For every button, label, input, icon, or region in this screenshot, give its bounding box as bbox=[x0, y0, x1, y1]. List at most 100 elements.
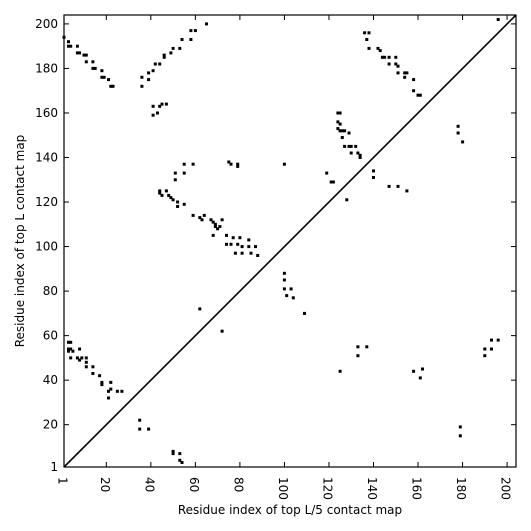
x-tick-label-3: 60 bbox=[187, 477, 201, 492]
contact-point-21 bbox=[147, 71, 151, 75]
contact-point-153 bbox=[418, 376, 422, 380]
contact-point-186 bbox=[115, 389, 119, 393]
contact-point-102 bbox=[336, 120, 340, 124]
contact-point-125 bbox=[380, 55, 384, 59]
contact-point-179 bbox=[98, 374, 102, 378]
contact-point-24 bbox=[153, 62, 157, 66]
contact-point-41 bbox=[164, 102, 168, 106]
contact-point-48 bbox=[171, 198, 175, 202]
contact-point-144 bbox=[405, 189, 409, 193]
contact-point-155 bbox=[483, 347, 487, 351]
contact-point-132 bbox=[396, 71, 400, 75]
contact-point-188 bbox=[138, 418, 142, 422]
x-tick-label-0: 1 bbox=[56, 477, 70, 485]
x-tick-label-10: 200 bbox=[499, 477, 513, 500]
contact-point-93 bbox=[285, 294, 289, 298]
contact-point-49 bbox=[176, 200, 180, 204]
contact-point-90 bbox=[282, 271, 286, 275]
contact-point-95 bbox=[291, 296, 295, 300]
contact-point-126 bbox=[383, 55, 387, 59]
contact-point-18 bbox=[111, 84, 115, 88]
contact-point-11 bbox=[91, 66, 95, 70]
contact-point-133 bbox=[403, 71, 407, 75]
contact-point-19 bbox=[140, 75, 144, 79]
contact-point-193 bbox=[178, 452, 182, 456]
contact-point-163 bbox=[67, 340, 70, 344]
contact-point-191 bbox=[171, 449, 175, 453]
contact-point-166 bbox=[69, 347, 73, 351]
contact-point-70 bbox=[225, 242, 228, 246]
contact-point-37 bbox=[151, 113, 155, 117]
contact-point-167 bbox=[67, 349, 70, 353]
contact-point-127 bbox=[387, 55, 391, 59]
contact-point-86 bbox=[236, 164, 240, 168]
x-tick-label-8: 160 bbox=[410, 477, 424, 500]
contact-point-51 bbox=[182, 202, 186, 206]
contact-point-174 bbox=[84, 356, 88, 360]
contact-point-129 bbox=[394, 62, 398, 66]
contact-point-14 bbox=[100, 75, 104, 79]
contact-point-5 bbox=[75, 51, 79, 55]
contact-point-50 bbox=[176, 205, 180, 208]
diagonal-line bbox=[63, 14, 517, 468]
contact-point-62 bbox=[211, 220, 215, 224]
contact-point-82 bbox=[256, 254, 260, 257]
contact-point-53 bbox=[173, 171, 177, 175]
contact-point-64 bbox=[213, 225, 217, 228]
contact-point-181 bbox=[100, 383, 104, 387]
x-axis-label: Residue index of top L/5 contact map bbox=[178, 503, 402, 517]
contact-point-122 bbox=[367, 46, 371, 50]
contact-point-42 bbox=[158, 189, 162, 193]
contact-point-123 bbox=[376, 46, 380, 50]
contact-point-9 bbox=[84, 60, 88, 64]
contact-point-58 bbox=[198, 216, 202, 220]
contact-point-88 bbox=[220, 329, 224, 333]
contact-point-40 bbox=[160, 102, 164, 106]
y-tick-label-2: 40 bbox=[43, 373, 58, 387]
contact-point-115 bbox=[354, 144, 358, 148]
contact-point-185 bbox=[107, 396, 110, 400]
contact-point-59 bbox=[200, 218, 204, 222]
contact-point-69 bbox=[225, 233, 228, 237]
contact-point-61 bbox=[209, 218, 213, 222]
contact-point-131 bbox=[396, 64, 400, 68]
contact-point-17 bbox=[109, 84, 113, 88]
contact-point-152 bbox=[412, 369, 416, 373]
contact-point-175 bbox=[84, 360, 88, 364]
y-tick-label-4: 80 bbox=[43, 284, 58, 298]
contact-point-4 bbox=[75, 44, 79, 48]
contact-point-84 bbox=[229, 162, 233, 166]
contact-point-28 bbox=[169, 51, 173, 55]
contact-point-130 bbox=[394, 55, 398, 59]
contact-point-46 bbox=[167, 193, 171, 197]
contact-point-85 bbox=[236, 162, 240, 166]
contact-point-43 bbox=[158, 191, 162, 195]
contact-point-118 bbox=[358, 156, 362, 159]
contact-point-67 bbox=[211, 233, 215, 237]
y-tick-label-10: 200 bbox=[35, 17, 58, 31]
contact-point-79 bbox=[247, 245, 251, 249]
contact-point-173 bbox=[80, 356, 84, 360]
contact-point-114 bbox=[349, 151, 353, 155]
contact-point-75 bbox=[238, 236, 242, 240]
contact-point-65 bbox=[216, 227, 220, 231]
contact-point-187 bbox=[120, 389, 124, 393]
contact-point-34 bbox=[193, 29, 197, 33]
contact-point-72 bbox=[231, 236, 235, 240]
contact-point-109 bbox=[343, 129, 347, 133]
contact-point-74 bbox=[236, 242, 240, 246]
contact-point-128 bbox=[387, 62, 391, 66]
contact-point-165 bbox=[67, 347, 70, 351]
contact-point-195 bbox=[180, 461, 184, 464]
contact-point-45 bbox=[164, 189, 168, 193]
y-tick-label-3: 60 bbox=[43, 329, 58, 343]
contact-point-147 bbox=[461, 140, 465, 144]
contact-point-96 bbox=[303, 311, 306, 315]
x-tick-label-4: 80 bbox=[231, 477, 245, 492]
contact-point-164 bbox=[69, 340, 73, 344]
contact-point-184 bbox=[107, 389, 110, 393]
contact-point-100 bbox=[336, 111, 340, 115]
contact-point-73 bbox=[233, 251, 237, 255]
contact-point-54 bbox=[182, 171, 186, 175]
contact-point-0 bbox=[62, 35, 66, 39]
